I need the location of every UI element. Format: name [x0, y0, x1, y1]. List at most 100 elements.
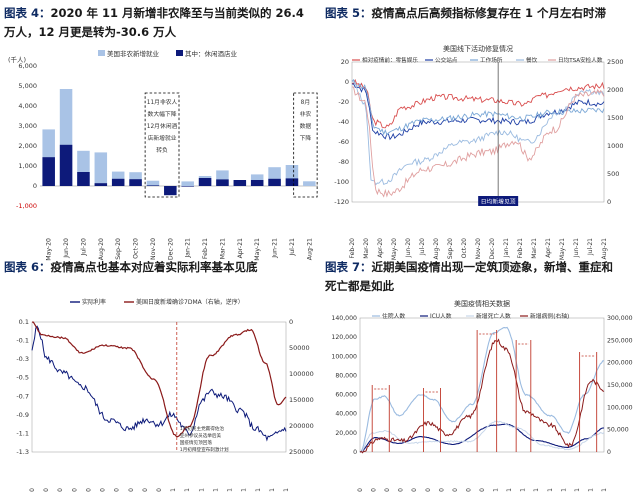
c1-legend-2: 其中：休闲酒店业: [185, 49, 238, 58]
c1-bar-nonfarm: [233, 180, 247, 186]
c1-bar-nonfarm: [146, 180, 160, 186]
c4-xtick: Sep-20: [438, 488, 445, 492]
c4-xtick: Aug-20: [425, 488, 432, 492]
c2-ytick-left: -120: [334, 198, 349, 206]
c3-xtick: Nov-20: [142, 488, 149, 492]
panel1-title-line2: 万人，12 月更是转为-30.6 万人: [4, 25, 177, 39]
c2-xtick: Aug-21: [601, 238, 608, 260]
c3-ytick-left: -0.7: [16, 392, 29, 400]
c1-bar-nonfarm: [285, 165, 299, 186]
c1-bar-leisure: [42, 157, 55, 186]
c2-xtick: Jun-20: [405, 238, 412, 258]
c4-ytick-right: 0: [607, 449, 611, 456]
c4-xtick: Apr-21: [533, 488, 540, 492]
c1-xtick: Jun-21: [272, 238, 279, 259]
c2-xtick: Aug-20: [433, 238, 440, 260]
c3-xtick: Oct-20: [128, 488, 135, 492]
panel3-title-line1: 疫情高点也基本对应着实际利率基本见底: [50, 260, 258, 274]
c3-xtick: Aug-21: [269, 488, 276, 492]
c1-xtick: Aug-20: [98, 238, 105, 260]
c2-annotation-box: [478, 196, 519, 206]
c1-bar-leisure: [268, 178, 281, 186]
c2-xtick: Apr-21: [545, 238, 552, 258]
c4-ytick-left: 60,000: [335, 392, 357, 399]
c3-ytick-left: -0.1: [16, 337, 29, 345]
c2-xtick: Sep-20: [447, 238, 454, 259]
c3-xtick: Sep-20: [114, 488, 121, 492]
c4-xtick: Jun-20: [398, 488, 405, 492]
panel4-title: 图表 7：近期美国疫情出现一定筑顶迹象，新增、重症和 死亡都是如此: [325, 258, 640, 296]
c4-xtick: Apr-20: [371, 488, 378, 492]
c1-xtick: Apr-21: [237, 238, 244, 258]
c1-ytick: 0: [33, 182, 37, 190]
panel2-title: 图表 5：疫情高点后高频指标修复存在 1 个月左右时滞: [325, 4, 640, 23]
c2-xtick: Dec-20: [489, 238, 496, 260]
c2-ytick-left: -20: [338, 98, 349, 106]
c4-ytick-right: 150,000: [607, 382, 633, 389]
c1-bar-leisure: [164, 186, 177, 196]
c4-ytick-left: 0: [353, 449, 357, 456]
c3-xtick: Mar-20: [29, 488, 36, 492]
c4-ytick-left: 140,000: [331, 315, 357, 322]
panel4-figure-label: 图表 7：: [325, 260, 372, 274]
c1-bar-nonfarm: [268, 167, 281, 186]
c3-xtick: Jul-21: [255, 488, 262, 492]
c4-legend-label: 新增死亡人数: [476, 312, 511, 320]
c2-xtick: Jan-21: [503, 238, 510, 258]
c2-legend-label: 餐饮: [526, 56, 538, 64]
c2-ytick-right: 2000: [607, 86, 624, 94]
c1-bar-nonfarm: [94, 152, 108, 186]
c3-xtick: Dec-20: [156, 488, 163, 492]
c1-xtick: Mar-21: [219, 238, 226, 259]
c3-xtick: Jun-21: [241, 488, 248, 492]
c2-chart-title: 美国线下活动修复情况: [443, 44, 513, 53]
c4-series-icu: [359, 423, 604, 453]
c3-annotation-text: 1月初民主党赢得佐治: [180, 425, 225, 432]
c1-bar-nonfarm: [181, 181, 194, 186]
panel3-figure-label: 图表 6：: [4, 260, 51, 274]
c4-series-death: [359, 420, 605, 453]
c1-bar-nonfarm: [198, 176, 212, 186]
c3-ytick-left: -0.3: [16, 355, 29, 363]
c3-ytick-right: 50000: [289, 344, 310, 352]
c4-frame: [359, 317, 605, 453]
c4-ytick-right: 300,000: [607, 315, 633, 322]
c2-xtick: Nov-20: [475, 238, 482, 260]
c3-annotation-text: 亚州参议员选举后美: [180, 432, 222, 439]
c3-legend-2: 美国日度新增确诊7DMA（右轴，逆序）: [136, 298, 244, 306]
c2-ytick-left: 0: [345, 78, 349, 86]
c1-xtick: Dec-20: [167, 238, 174, 260]
c2-annotation-text: 日均新增见顶: [481, 198, 516, 206]
c1-xtick: Jan-21: [185, 238, 192, 259]
c4-ytick-left: 80,000: [335, 372, 357, 379]
c4-ytick-left: 40,000: [335, 411, 357, 418]
c3-annotation-text: 1月初拜登宣布刺激计划: [180, 446, 229, 453]
c1-bar-leisure: [216, 179, 229, 186]
c3-xtick: Sep-21: [283, 488, 290, 492]
c2-ytick-left: -60: [338, 138, 349, 146]
c1-ytick: -1,000: [16, 202, 37, 210]
c2-xtick: Jul-21: [587, 238, 594, 256]
c4-xtick: Jul-21: [574, 488, 581, 492]
c1-bar-nonfarm: [42, 129, 55, 186]
c4-xtick: Jan-21: [493, 488, 500, 492]
c1-xtick: Feb-21: [202, 238, 209, 259]
panel2-title-line1: 疫情高点后高频指标修复存在 1 个月左右时滞: [371, 6, 607, 20]
c1-bar-nonfarm: [129, 172, 142, 186]
c1-bar-leisure: [146, 185, 160, 186]
c2-legend-label: 相对疫情前：零售娱乐: [362, 56, 418, 64]
c2-xtick: May-20: [391, 238, 398, 260]
c1-annotation-1-text: 数大幅下降: [148, 110, 177, 118]
c4-xtick: Nov-20: [465, 488, 472, 492]
c1-unit: (千人): [8, 55, 26, 64]
c1-annotation-1-text: 11月非农人: [147, 98, 178, 106]
c1-annotation-2-text: 8月: [301, 99, 311, 106]
c4-legend-label: 住院人数: [382, 312, 405, 320]
c2-ytick-left: -80: [338, 158, 349, 166]
c1-bar-leisure: [198, 178, 212, 186]
c1-bar-leisure: [111, 178, 125, 186]
c3-xtick: May-21: [227, 488, 234, 492]
c1-bar-leisure: [233, 180, 247, 186]
